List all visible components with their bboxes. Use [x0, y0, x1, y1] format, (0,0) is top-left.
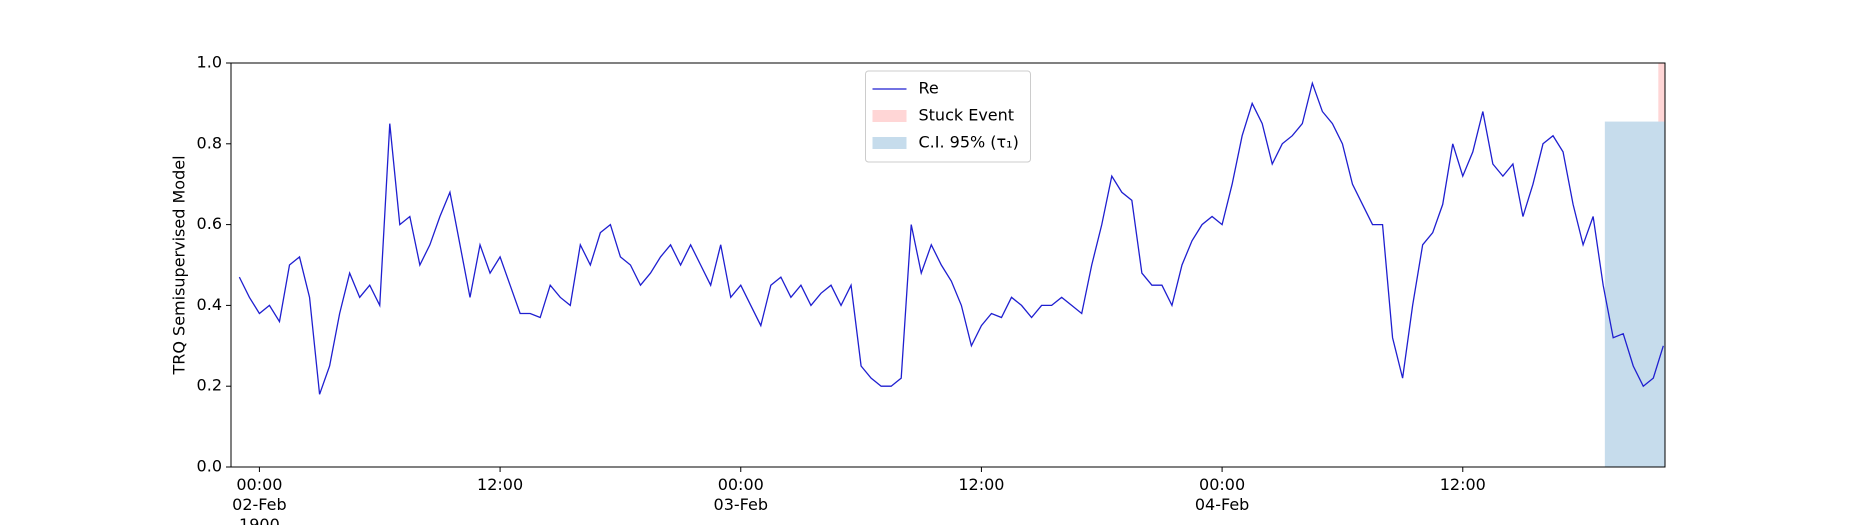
y-tick-label: 0.2 — [197, 376, 222, 395]
line — [238, 80, 1664, 395]
legend-label: Re — [919, 79, 939, 98]
y-tick-label: 0.0 — [197, 457, 222, 476]
span — [1604, 121, 1665, 467]
legend-box — [865, 70, 1031, 163]
x-tick-label: 12:00 — [477, 475, 524, 494]
x-tick-label: 12:00 — [958, 475, 1005, 494]
legend-label: Stuck Event — [919, 106, 1015, 125]
legend-patch — [872, 137, 907, 149]
axes-frame — [230, 62, 1666, 468]
y-tick-label: 0.8 — [197, 133, 222, 152]
legend-label: C.I. 95% (τ₁) — [919, 133, 1019, 152]
y-tick-label: 0.6 — [197, 214, 222, 233]
x-tick-label: 00:00 03-Feb — [713, 475, 768, 514]
y-tick-label: 0.4 — [197, 295, 222, 314]
y-axis-label: TRQ Semisupervised Model — [170, 155, 189, 375]
y-tick-label: 1.0 — [197, 53, 222, 72]
x-tick-label: 00:00 04-Feb — [1194, 475, 1250, 514]
x-tick-label: 12:00 — [1439, 475, 1486, 494]
legend: Re Stuck Event C.I. 95% (τ₁) — [865, 70, 1031, 163]
legend-patch — [872, 110, 907, 122]
x-tick-label: 00:00 02-Feb 1900 — [232, 475, 287, 525]
